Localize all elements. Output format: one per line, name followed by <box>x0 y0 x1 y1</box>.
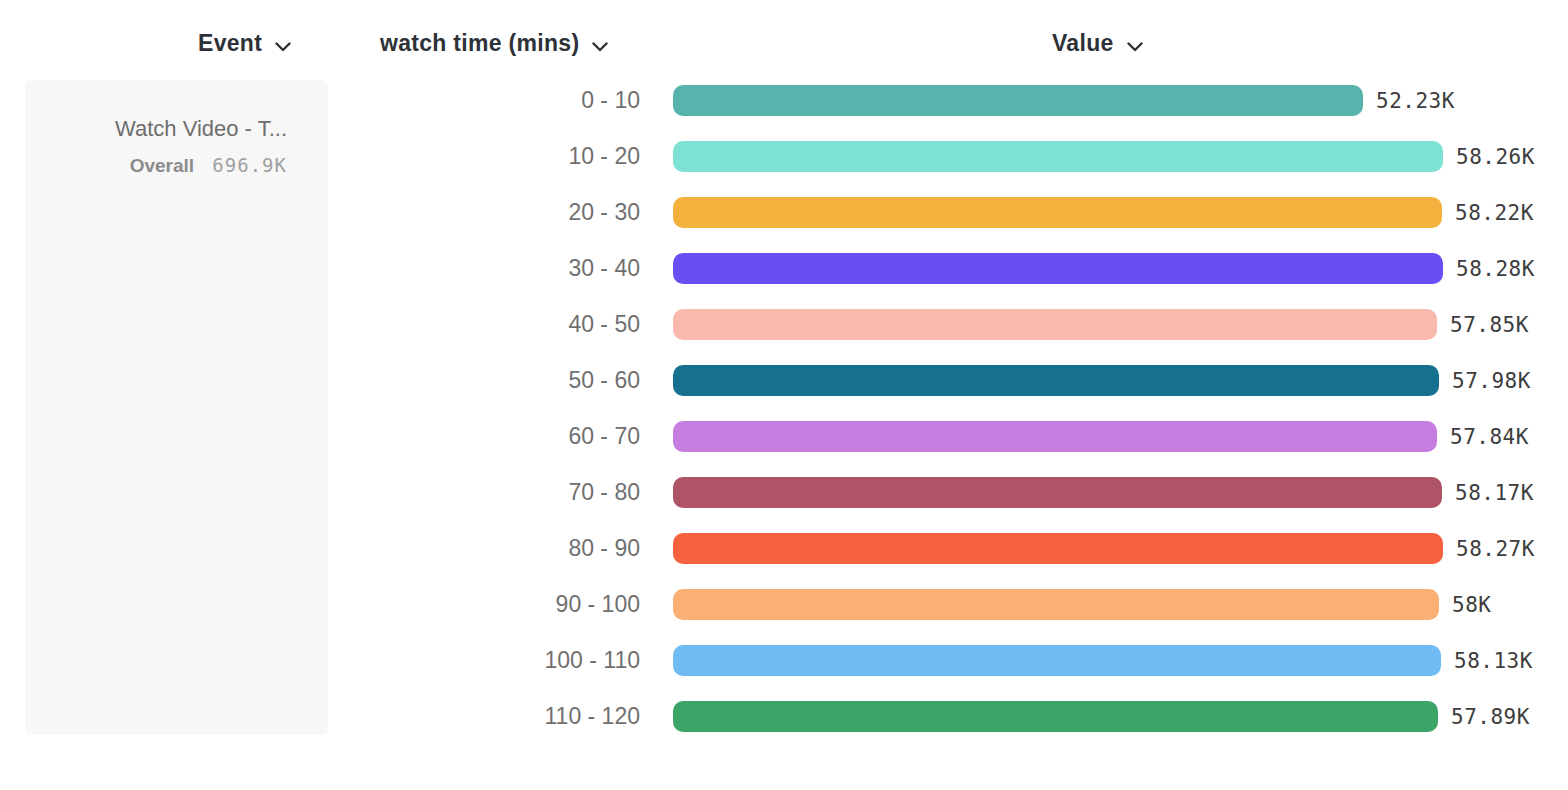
category-label: 80 - 90 <box>0 533 640 564</box>
value-label: 57.98K <box>1452 369 1531 393</box>
bar-row: 110 - 120 57.89K <box>0 701 1568 732</box>
bar[interactable] <box>673 141 1443 172</box>
value-label: 58.22K <box>1455 201 1534 225</box>
category-label: 90 - 100 <box>0 589 640 620</box>
bar-row: 50 - 60 57.98K <box>0 365 1568 396</box>
value-label: 52.23K <box>1376 89 1455 113</box>
bar-row: 30 - 40 58.28K <box>0 253 1568 284</box>
insights-bar-chart-view: Event watch time (mins) Value Watch Vide… <box>0 0 1568 790</box>
bar-row: 70 - 80 58.17K <box>0 477 1568 508</box>
bar[interactable] <box>673 197 1442 228</box>
category-label: 40 - 50 <box>0 309 640 340</box>
bar-chart: 0 - 10 52.23K 10 - 20 58.26K 20 - 30 58.22K 30… <box>0 0 1568 790</box>
category-label: 70 - 80 <box>0 477 640 508</box>
category-label: 100 - 110 <box>0 645 640 676</box>
category-label: 10 - 20 <box>0 141 640 172</box>
bar[interactable] <box>673 421 1437 452</box>
bar[interactable] <box>673 477 1442 508</box>
bar-row: 60 - 70 57.84K <box>0 421 1568 452</box>
value-label: 58.13K <box>1454 649 1533 673</box>
value-label: 58.27K <box>1456 537 1535 561</box>
category-label: 30 - 40 <box>0 253 640 284</box>
bar-row: 90 - 100 58K <box>0 589 1568 620</box>
bar[interactable] <box>673 701 1438 732</box>
bar-row: 0 - 10 52.23K <box>0 85 1568 116</box>
value-label: 58.26K <box>1456 145 1535 169</box>
category-label: 50 - 60 <box>0 365 640 396</box>
bar[interactable] <box>673 253 1443 284</box>
bar-row: 100 - 110 58.13K <box>0 645 1568 676</box>
bar[interactable] <box>673 533 1443 564</box>
value-label: 57.84K <box>1450 425 1529 449</box>
value-label: 58K <box>1452 593 1491 617</box>
category-label: 60 - 70 <box>0 421 640 452</box>
value-label: 57.89K <box>1451 705 1530 729</box>
value-label: 58.28K <box>1456 257 1535 281</box>
bar-row: 20 - 30 58.22K <box>0 197 1568 228</box>
bar-row: 80 - 90 58.27K <box>0 533 1568 564</box>
bar-row: 40 - 50 57.85K <box>0 309 1568 340</box>
bar-row: 10 - 20 58.26K <box>0 141 1568 172</box>
bar[interactable] <box>673 645 1441 676</box>
category-label: 110 - 120 <box>0 701 640 732</box>
bar[interactable] <box>673 365 1439 396</box>
bar[interactable] <box>673 589 1439 620</box>
bar[interactable] <box>673 309 1437 340</box>
bar[interactable] <box>673 85 1363 116</box>
value-label: 58.17K <box>1455 481 1534 505</box>
category-label: 20 - 30 <box>0 197 640 228</box>
category-label: 0 - 10 <box>0 85 640 116</box>
value-label: 57.85K <box>1450 313 1529 337</box>
